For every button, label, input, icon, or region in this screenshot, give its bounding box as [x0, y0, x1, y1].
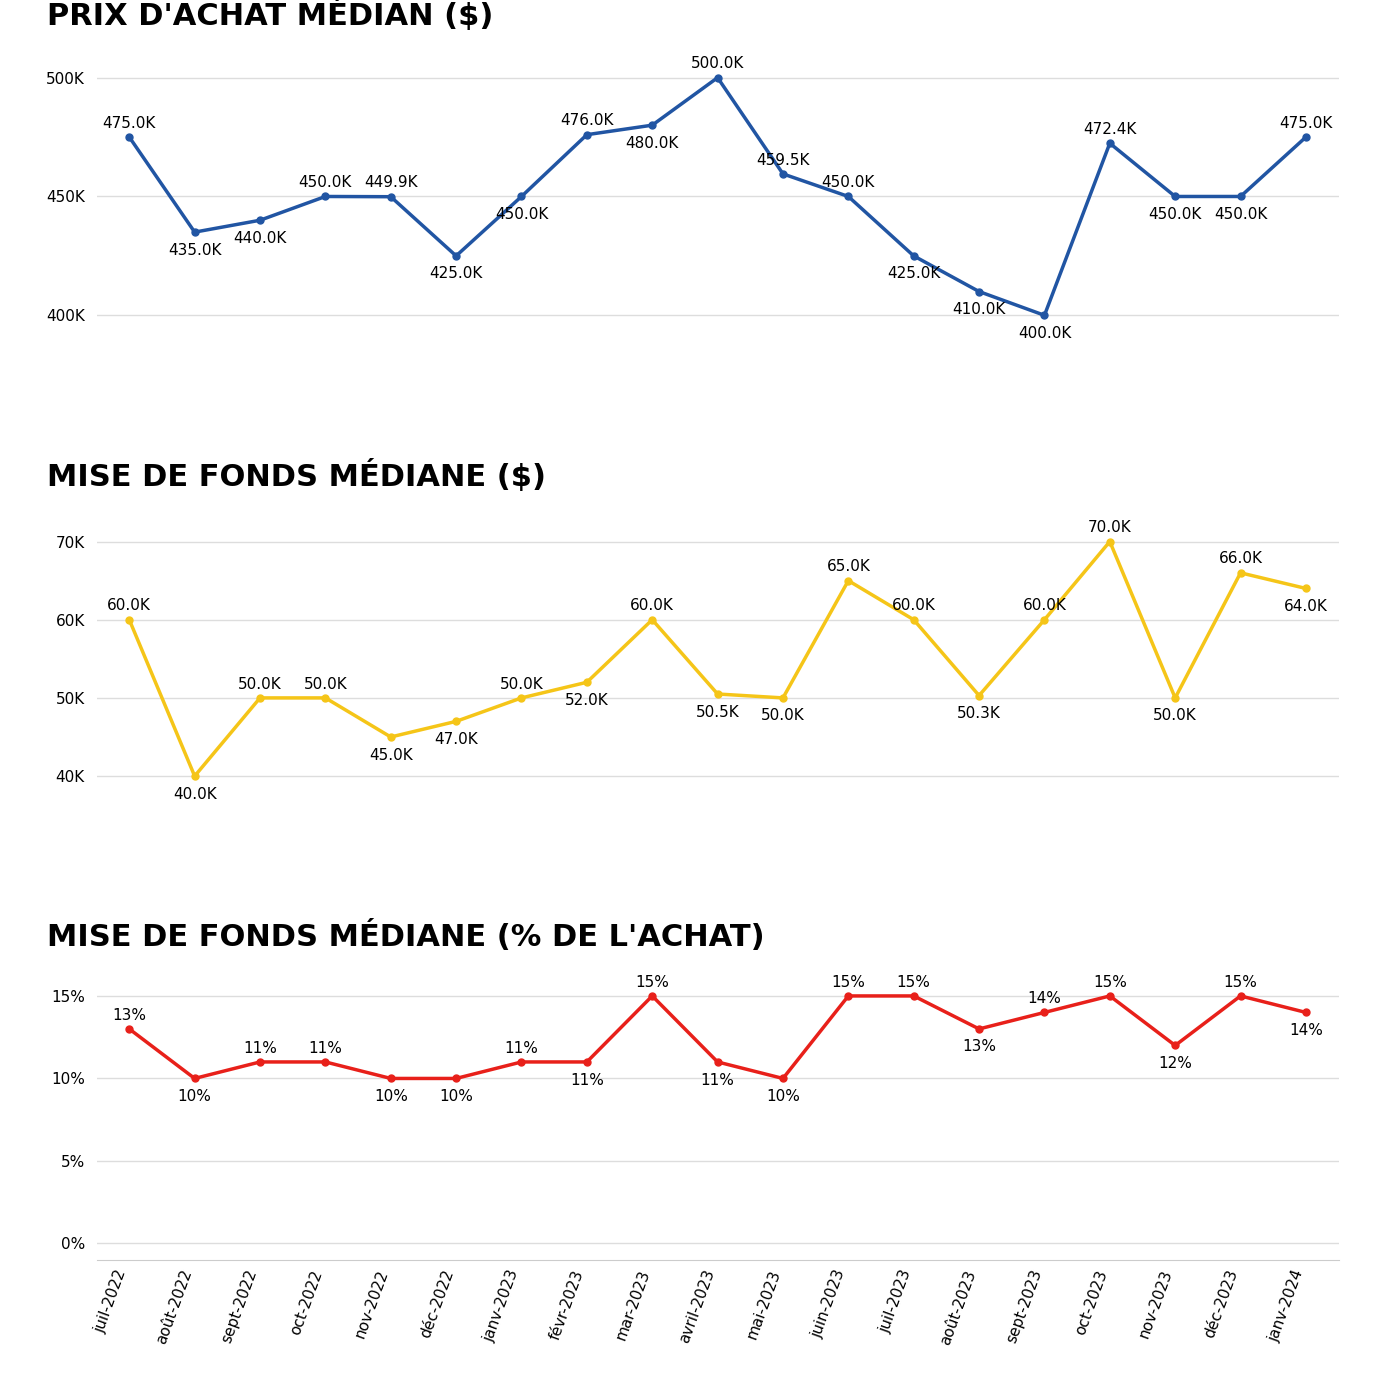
Text: 440.0K: 440.0K: [233, 231, 287, 246]
Text: 50.3K: 50.3K: [958, 706, 1000, 721]
Text: 10%: 10%: [178, 1089, 211, 1105]
Text: 13%: 13%: [112, 1008, 146, 1022]
Text: 459.5K: 459.5K: [756, 153, 810, 168]
Text: 11%: 11%: [505, 1040, 538, 1056]
Text: 400.0K: 400.0K: [1018, 326, 1071, 340]
Text: 64.0K: 64.0K: [1283, 599, 1328, 615]
Text: 10%: 10%: [766, 1089, 800, 1105]
Text: 15%: 15%: [1224, 974, 1257, 990]
Text: 11%: 11%: [243, 1040, 277, 1056]
Text: 14%: 14%: [1289, 1023, 1323, 1037]
Text: 47.0K: 47.0K: [435, 732, 477, 748]
Text: 40.0K: 40.0K: [172, 787, 217, 802]
Text: 435.0K: 435.0K: [168, 242, 221, 258]
Text: 476.0K: 476.0K: [560, 113, 614, 129]
Text: 472.4K: 472.4K: [1083, 122, 1137, 137]
Text: 52.0K: 52.0K: [564, 693, 609, 708]
Text: 13%: 13%: [962, 1039, 996, 1054]
Text: 50.0K: 50.0K: [239, 676, 282, 692]
Text: 475.0K: 475.0K: [102, 116, 156, 130]
Text: MISE DE FONDS MÉDIANE (% DE L'ACHAT): MISE DE FONDS MÉDIANE (% DE L'ACHAT): [47, 920, 765, 952]
Text: 65.0K: 65.0K: [827, 559, 871, 574]
Text: 10%: 10%: [439, 1089, 473, 1105]
Text: 15%: 15%: [635, 974, 669, 990]
Text: 11%: 11%: [309, 1040, 342, 1056]
Text: 410.0K: 410.0K: [952, 302, 1006, 316]
Text: 12%: 12%: [1158, 1056, 1192, 1071]
Text: 500.0K: 500.0K: [691, 56, 744, 71]
Text: 450.0K: 450.0K: [298, 175, 352, 190]
Text: 14%: 14%: [1028, 991, 1061, 1007]
Text: 70.0K: 70.0K: [1087, 521, 1132, 535]
Text: 449.9K: 449.9K: [364, 175, 418, 190]
Text: 60.0K: 60.0K: [1023, 598, 1067, 613]
Text: 480.0K: 480.0K: [625, 136, 679, 151]
Text: 10%: 10%: [374, 1089, 407, 1105]
Text: 66.0K: 66.0K: [1219, 552, 1263, 567]
Text: 450.0K: 450.0K: [1148, 207, 1202, 223]
Text: 50.0K: 50.0K: [500, 676, 544, 692]
Text: 60.0K: 60.0K: [891, 598, 936, 613]
Text: 450.0K: 450.0K: [1214, 207, 1267, 223]
Text: 60.0K: 60.0K: [108, 598, 152, 613]
Text: 450.0K: 450.0K: [495, 207, 548, 223]
Text: 50.0K: 50.0K: [762, 708, 805, 724]
Text: 50.0K: 50.0K: [1154, 708, 1196, 724]
Text: 475.0K: 475.0K: [1279, 116, 1333, 130]
Text: 425.0K: 425.0K: [887, 266, 940, 281]
Text: 15%: 15%: [1093, 974, 1126, 990]
Text: 11%: 11%: [701, 1072, 734, 1088]
Text: MISE DE FONDS MÉDIANE ($): MISE DE FONDS MÉDIANE ($): [47, 459, 546, 491]
Text: 450.0K: 450.0K: [821, 175, 875, 190]
Text: 15%: 15%: [897, 974, 930, 990]
Text: 11%: 11%: [570, 1072, 604, 1088]
Text: PRIX D'ACHAT MÉDIAN ($): PRIX D'ACHAT MÉDIAN ($): [47, 0, 493, 31]
Text: 50.0K: 50.0K: [304, 676, 348, 692]
Text: 45.0K: 45.0K: [368, 748, 413, 763]
Text: 60.0K: 60.0K: [631, 598, 675, 613]
Text: 50.5K: 50.5K: [696, 704, 740, 720]
Text: 425.0K: 425.0K: [429, 266, 483, 281]
Text: 15%: 15%: [831, 974, 865, 990]
